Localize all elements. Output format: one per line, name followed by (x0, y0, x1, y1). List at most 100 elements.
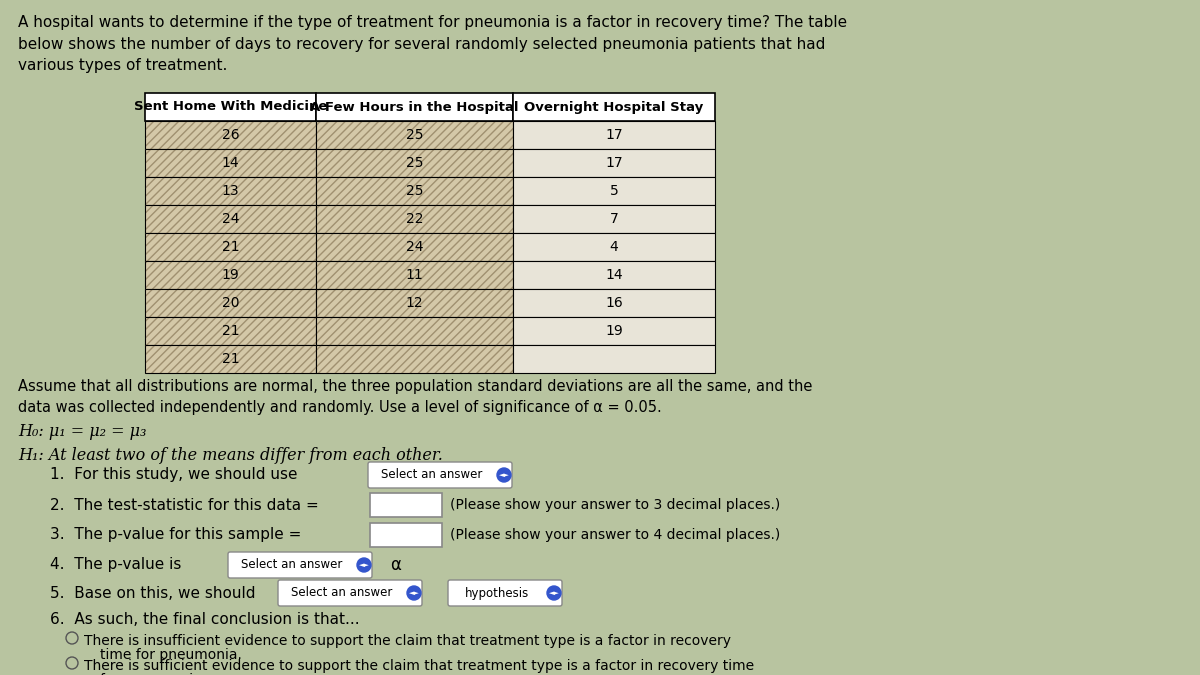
Text: Sent Home With Medicine: Sent Home With Medicine (134, 101, 328, 113)
Bar (512, 261, 715, 289)
Text: There is sufficient evidence to support the claim that treatment type is a facto: There is sufficient evidence to support … (84, 659, 754, 673)
Bar (512, 93, 715, 121)
FancyBboxPatch shape (278, 580, 422, 606)
Text: 26: 26 (222, 128, 239, 142)
Text: 4.  The p-value is: 4. The p-value is (50, 558, 181, 572)
Bar (370, 493, 442, 517)
Text: 11: 11 (406, 268, 424, 282)
Bar (512, 149, 715, 177)
Bar (316, 261, 512, 289)
Text: 3.  The p-value for this sample =: 3. The p-value for this sample = (50, 527, 301, 543)
Text: 13: 13 (222, 184, 239, 198)
Text: ◄►: ◄► (548, 590, 559, 596)
Bar (145, 317, 316, 345)
Bar (145, 289, 316, 317)
Text: 1.  For this study, we should use: 1. For this study, we should use (50, 468, 298, 483)
Circle shape (358, 558, 371, 572)
Bar (145, 121, 316, 149)
Bar (145, 317, 316, 345)
Bar (316, 177, 512, 205)
Text: Overnight Hospital Stay: Overnight Hospital Stay (524, 101, 703, 113)
Text: 20: 20 (222, 296, 239, 310)
Bar (316, 93, 512, 121)
Text: (Please show your answer to 4 decimal places.): (Please show your answer to 4 decimal pl… (450, 528, 780, 542)
Text: Select an answer: Select an answer (241, 558, 343, 572)
Bar (512, 121, 715, 149)
Text: 17: 17 (605, 156, 623, 170)
Text: 5: 5 (610, 184, 618, 198)
Bar (145, 345, 316, 373)
Text: 4: 4 (610, 240, 618, 254)
Bar (145, 177, 316, 205)
Text: There is insufficient evidence to support the claim that treatment type is a fac: There is insufficient evidence to suppor… (84, 634, 731, 648)
Bar (370, 523, 442, 547)
Bar (512, 345, 715, 373)
Text: 19: 19 (605, 324, 623, 338)
Bar (512, 289, 715, 317)
Text: 19: 19 (222, 268, 239, 282)
Bar (145, 121, 316, 149)
Text: for pneumonia.: for pneumonia. (100, 673, 206, 675)
Bar (316, 345, 512, 373)
Bar (316, 121, 512, 149)
Text: 7: 7 (610, 212, 618, 226)
Bar (145, 149, 316, 177)
Text: H₀: μ₁ = μ₂ = μ₃: H₀: μ₁ = μ₂ = μ₃ (18, 423, 146, 440)
Bar (145, 289, 316, 317)
Bar (512, 317, 715, 345)
Bar (145, 205, 316, 233)
Bar (316, 149, 512, 177)
Text: A Few Hours in the Hospital: A Few Hours in the Hospital (310, 101, 518, 113)
Circle shape (497, 468, 511, 482)
Bar (145, 93, 316, 121)
Text: 21: 21 (222, 352, 239, 366)
Bar (145, 149, 316, 177)
Bar (316, 317, 512, 345)
Text: 2.  The test-statistic for this data =: 2. The test-statistic for this data = (50, 497, 319, 512)
Bar (316, 233, 512, 261)
Text: 16: 16 (605, 296, 623, 310)
Text: Select an answer: Select an answer (382, 468, 482, 481)
Bar (316, 289, 512, 317)
Bar (145, 205, 316, 233)
Text: 25: 25 (406, 128, 424, 142)
Text: ◄►: ◄► (409, 590, 419, 596)
Text: 25: 25 (406, 156, 424, 170)
Text: ◄►: ◄► (499, 472, 509, 478)
Bar (316, 289, 512, 317)
Text: 12: 12 (406, 296, 424, 310)
Text: hypothesis: hypothesis (464, 587, 529, 599)
FancyBboxPatch shape (368, 462, 512, 488)
Bar (145, 233, 316, 261)
FancyBboxPatch shape (228, 552, 372, 578)
Text: H₁: At least two of the means differ from each other.: H₁: At least two of the means differ fro… (18, 447, 443, 464)
Bar (145, 261, 316, 289)
Text: 14: 14 (222, 156, 239, 170)
Bar (316, 205, 512, 233)
Text: ◄►: ◄► (359, 562, 370, 568)
Bar (145, 177, 316, 205)
Circle shape (547, 586, 562, 600)
Text: 25: 25 (406, 184, 424, 198)
Bar (316, 121, 512, 149)
Text: time for pneumonia.: time for pneumonia. (100, 648, 242, 662)
FancyBboxPatch shape (448, 580, 562, 606)
Text: 24: 24 (222, 212, 239, 226)
Bar (316, 149, 512, 177)
Text: 24: 24 (406, 240, 424, 254)
Bar (316, 205, 512, 233)
Bar (145, 233, 316, 261)
Text: (Please show your answer to 3 decimal places.): (Please show your answer to 3 decimal pl… (450, 498, 780, 512)
Text: 6.  As such, the final conclusion is that...: 6. As such, the final conclusion is that… (50, 612, 360, 626)
Text: Select an answer: Select an answer (292, 587, 392, 599)
Text: 22: 22 (406, 212, 424, 226)
Text: α: α (390, 556, 401, 574)
Bar (145, 261, 316, 289)
Text: 21: 21 (222, 240, 239, 254)
Bar (316, 317, 512, 345)
Circle shape (407, 586, 421, 600)
Bar (316, 261, 512, 289)
Bar (512, 205, 715, 233)
Text: 21: 21 (222, 324, 239, 338)
Text: 17: 17 (605, 128, 623, 142)
